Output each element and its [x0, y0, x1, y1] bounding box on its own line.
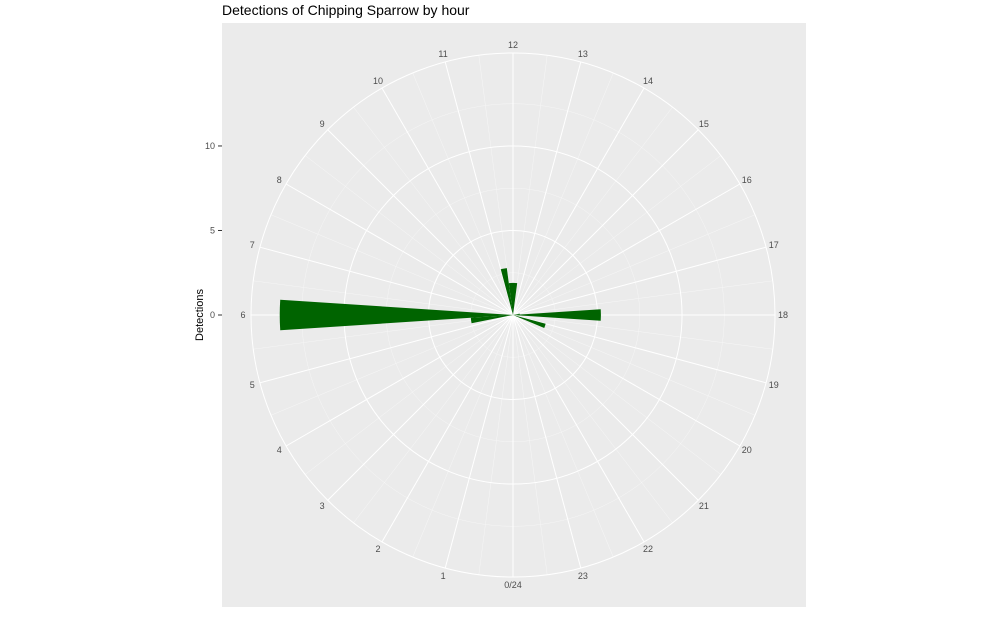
minor-radial-gridline — [512, 106, 673, 316]
major-radial-gridline — [512, 314, 645, 543]
major-radial-gridline — [327, 314, 514, 501]
grid-layer — [250, 52, 776, 578]
minor-radial-gridline — [253, 314, 514, 350]
hour-tick-label: 20 — [742, 445, 752, 455]
minor-radial-gridline — [353, 314, 514, 524]
hour-tick-label: 22 — [643, 544, 653, 554]
hour-tick-label: 23 — [578, 571, 588, 581]
outer-circle — [250, 52, 776, 578]
hour-tick-label: 8 — [277, 175, 282, 185]
major-radial-gridline — [381, 314, 514, 543]
minor-radial-gridline — [512, 314, 773, 350]
minor-radial-gridline — [478, 314, 514, 575]
bar — [279, 299, 513, 331]
minor-radial-gridline — [304, 155, 514, 316]
minor-radial-gridline — [412, 72, 514, 316]
hour-tick-label: 6 — [240, 310, 245, 320]
major-radial-gridline — [512, 129, 699, 316]
minor-radial-gridline — [478, 55, 514, 316]
minor-radial-gridline — [270, 314, 514, 416]
bar — [508, 282, 513, 315]
minor-radial-gridline — [512, 314, 614, 558]
bars-layer — [279, 268, 601, 331]
major-radial-gridline — [512, 246, 767, 316]
major-radial-gridline — [285, 314, 514, 447]
bar — [500, 268, 513, 315]
major-radial-gridline — [512, 183, 741, 316]
minor-radial-gridline — [512, 314, 548, 575]
hour-tick-label: 17 — [769, 240, 779, 250]
major-radial-gridline — [512, 87, 645, 316]
minor-radial-gridline — [270, 214, 514, 316]
hour-tick-label: 1 — [441, 571, 446, 581]
major-radial-gridline — [444, 61, 514, 316]
hour-tick-label: 19 — [769, 380, 779, 390]
major-radial-gridline — [381, 87, 514, 316]
minor-radial-gridline — [512, 314, 722, 475]
minor-radial-gridline — [512, 314, 673, 524]
y-tick-label: 0 — [210, 310, 215, 320]
hour-tick-label: 11 — [438, 49, 447, 59]
hour-tick-label: 5 — [250, 380, 255, 390]
major-radial-gridline — [444, 314, 514, 569]
major-radial-gridline — [327, 129, 514, 316]
y-axis: 0 5 10 — [205, 141, 222, 320]
hour-tick-label: 10 — [373, 76, 383, 86]
hour-tick-label: 13 — [578, 49, 588, 59]
major-radial-gridline — [512, 61, 582, 316]
chart-title: Detections of Chipping Sparrow by hour — [222, 2, 470, 18]
minor-radial-gridline — [304, 314, 514, 475]
major-radial-gridline — [512, 314, 699, 501]
minor-radial-gridline — [512, 314, 756, 416]
bar — [513, 282, 518, 315]
hour-tick-label: 7 — [250, 240, 255, 250]
hour-tick-label: 0/24 — [504, 580, 522, 590]
hour-labels: 0/24123456789101112131415161718192021222… — [240, 40, 788, 590]
minor-radial-gridline — [353, 106, 514, 316]
minor-radial-gridline — [412, 314, 514, 558]
major-radial-gridline — [512, 314, 767, 384]
minor-radial-gridline — [512, 280, 773, 316]
minor-radial-gridline — [512, 155, 722, 316]
y-tick-label: 5 — [210, 226, 215, 236]
hour-tick-label: 14 — [643, 76, 653, 86]
major-radial-gridline — [512, 314, 741, 447]
hour-tick-label: 21 — [699, 501, 709, 511]
major-radial-gridline — [512, 314, 582, 569]
minor-radial-gridline — [512, 55, 548, 316]
minor-radial-gridline — [512, 72, 614, 316]
hour-tick-label: 15 — [699, 119, 709, 129]
major-radial-gridline — [259, 314, 514, 384]
minor-radial-gridline — [512, 214, 756, 316]
minor-radial-gridline — [253, 280, 514, 316]
bar — [513, 315, 546, 328]
hour-tick-label: 16 — [742, 175, 752, 185]
major-radial-gridline — [285, 183, 514, 316]
hour-tick-label: 12 — [508, 40, 518, 50]
major-radial-gridline — [259, 246, 514, 316]
hour-tick-label: 4 — [277, 445, 282, 455]
hour-tick-label: 18 — [778, 310, 788, 320]
y-axis-label: Detections — [194, 289, 206, 341]
bar — [513, 309, 601, 321]
hour-tick-label: 9 — [320, 119, 325, 129]
bar — [470, 315, 513, 324]
hour-tick-label: 3 — [320, 501, 325, 511]
y-tick-label: 10 — [205, 141, 215, 151]
hour-tick-label: 2 — [375, 544, 380, 554]
